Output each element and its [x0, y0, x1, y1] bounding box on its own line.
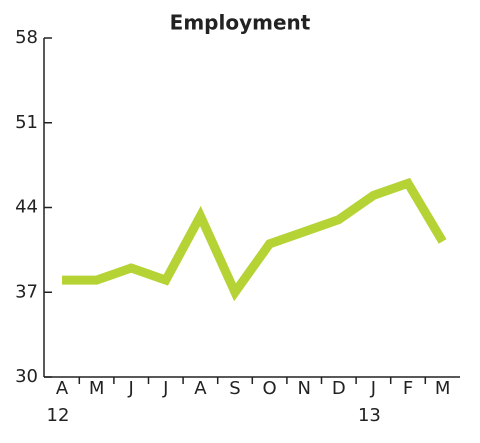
line-series [62, 177, 447, 302]
x-tick-label: J [162, 378, 168, 399]
x-year-label: 13 [358, 405, 381, 426]
y-tick-label: 58 [15, 27, 38, 48]
y-tick-label: 37 [15, 281, 38, 302]
x-tick-label: D [332, 378, 346, 399]
x-tick-label: M [435, 378, 451, 399]
y-tick-label: 44 [15, 197, 38, 218]
x-tick-label: F [403, 378, 413, 399]
x-tick-label: A [194, 378, 207, 399]
chart-title: Employment [170, 11, 311, 35]
y-tick-label: 51 [15, 112, 38, 133]
y-tick-label: 30 [15, 366, 38, 387]
x-tick-label: J [128, 378, 134, 399]
x-tick-label: M [89, 378, 105, 399]
x-tick-label: S [229, 378, 240, 399]
x-tick-label: N [297, 378, 310, 399]
x-year-label: 12 [47, 405, 70, 426]
x-tick-label: O [263, 378, 277, 399]
x-tick-label: J [370, 378, 376, 399]
x-tick-label: A [56, 378, 69, 399]
